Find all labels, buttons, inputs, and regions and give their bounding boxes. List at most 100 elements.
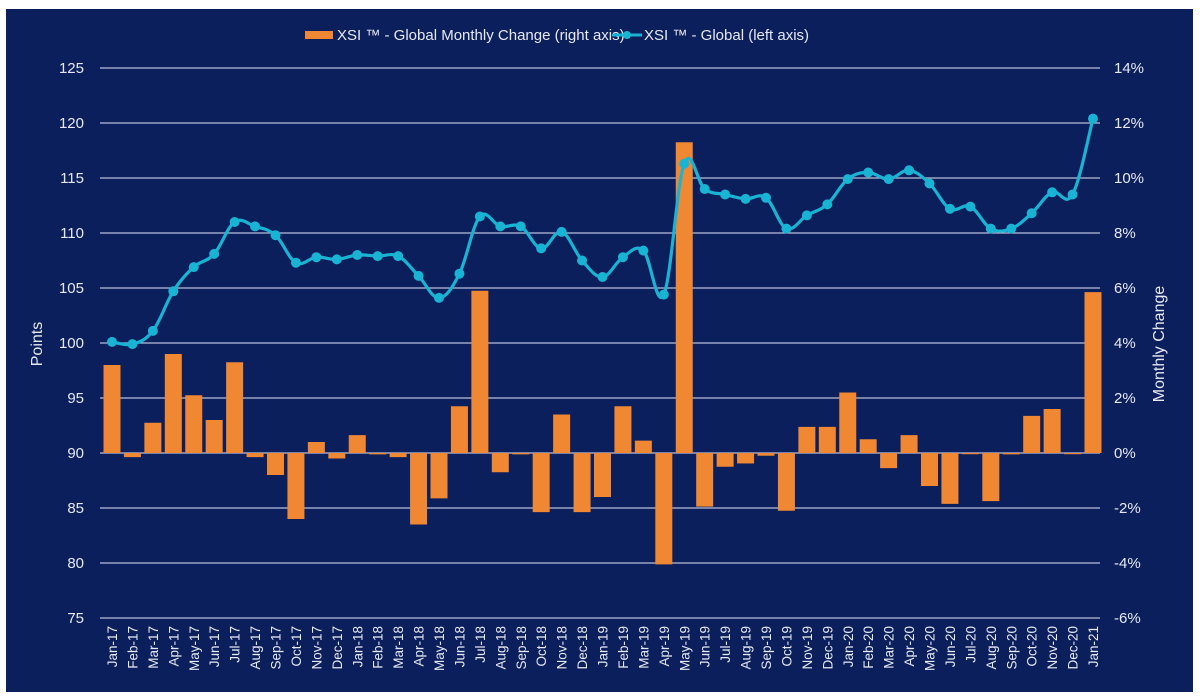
line-point <box>250 221 261 232</box>
bar <box>900 435 918 453</box>
line-point <box>107 336 117 347</box>
x-tick-label: Mar-20 <box>882 626 897 669</box>
bar-series <box>103 142 1102 565</box>
x-tick-label: Oct-17 <box>289 626 304 667</box>
x-tick-label: Jun-19 <box>698 626 713 667</box>
line-point <box>393 251 404 262</box>
line-point <box>638 245 649 256</box>
x-tick-label: Sep-18 <box>514 626 529 670</box>
bar <box>267 453 284 475</box>
line-point <box>290 257 301 268</box>
right-tick-label: 0% <box>1114 445 1136 462</box>
bar <box>573 453 591 513</box>
bar <box>777 453 795 511</box>
line-point <box>985 223 996 234</box>
x-tick-label: Apr-17 <box>166 626 181 667</box>
x-tick-label: Feb-18 <box>371 626 386 669</box>
right-tick-label: 6% <box>1114 280 1136 297</box>
line-point <box>883 174 894 185</box>
line-point <box>352 250 363 260</box>
bar <box>246 453 264 458</box>
x-tick-label: Nov-19 <box>800 626 815 670</box>
bar <box>798 426 816 453</box>
x-tick-label: Sep-20 <box>1004 626 1019 670</box>
x-tick-label: May-20 <box>923 626 938 671</box>
bar <box>532 453 550 513</box>
x-tick-label: Jun-18 <box>452 626 467 667</box>
x-tick-label: Feb-19 <box>616 626 631 669</box>
line-point <box>147 325 158 336</box>
bar <box>880 453 898 469</box>
line-point <box>904 165 915 176</box>
bar <box>164 354 182 453</box>
left-tick-label: 125 <box>59 60 84 77</box>
bar <box>348 435 366 453</box>
x-tick-label: Apr-18 <box>412 626 427 667</box>
right-tick-label: 12% <box>1114 115 1144 132</box>
x-tick-label: Jul-18 <box>473 626 488 663</box>
bar <box>389 453 407 458</box>
line-point <box>740 193 751 204</box>
x-tick-label: Sep-19 <box>759 626 774 670</box>
bar <box>982 453 1000 502</box>
x-tick-label: Nov-17 <box>309 626 324 670</box>
x-tick-label: Aug-19 <box>739 626 754 670</box>
bar <box>1002 453 1020 455</box>
line-point <box>1067 189 1078 200</box>
x-tick-label: Jan-18 <box>350 626 365 667</box>
line-point <box>658 289 669 300</box>
right-axis-title: Monthly Change <box>1151 286 1168 403</box>
bar <box>287 453 305 519</box>
bar <box>185 395 203 453</box>
line-point <box>801 210 812 221</box>
bar <box>675 142 693 453</box>
line-point <box>209 248 220 259</box>
line-path <box>111 118 1095 347</box>
bar <box>716 453 734 467</box>
x-tick-label: Apr-20 <box>902 626 917 667</box>
line-point <box>454 268 465 279</box>
left-tick-label: 75 <box>67 610 84 627</box>
right-axis-ticks: -6% -4% -2% 0% 2% 4% 6% 8% 10% 12% 14% <box>1114 60 1144 627</box>
bar <box>553 414 571 453</box>
left-tick-label: 90 <box>67 445 84 462</box>
x-tick-label: Apr-19 <box>657 626 672 667</box>
x-tick-label: Aug-20 <box>984 626 999 670</box>
chart-panel: 75 80 85 90 95 100 105 110 115 120 125 -6% -4% -2% 0%… <box>6 9 1193 692</box>
bar <box>491 453 509 473</box>
line-point <box>781 223 792 234</box>
line-point <box>1006 223 1017 234</box>
x-tick-label: Jun-17 <box>207 626 222 667</box>
bar <box>123 453 141 458</box>
line-point <box>515 221 526 232</box>
line-point <box>679 158 690 169</box>
left-tick-label: 110 <box>60 225 84 242</box>
x-tick-label: Feb-20 <box>861 626 876 669</box>
line-point <box>965 201 976 212</box>
x-axis-ticks: Jan-17 Feb-17 Mar-17 Apr-17 May-17 Jun-17 Jul-… <box>105 626 1101 671</box>
left-axis-ticks: 75 80 85 90 95 100 105 110 115 120 125 <box>59 60 84 627</box>
right-tick-label: -4% <box>1114 555 1141 572</box>
bar <box>144 422 162 453</box>
line-point <box>944 203 955 214</box>
left-axis-title: Points <box>29 322 46 366</box>
x-tick-label: Mar-17 <box>146 626 161 669</box>
x-tick-label: Dec-20 <box>1066 626 1081 670</box>
line-point <box>556 226 567 237</box>
bar <box>839 392 857 453</box>
bar <box>1064 453 1082 455</box>
x-tick-label: Jan-19 <box>596 626 611 667</box>
line-point <box>720 189 731 200</box>
line-point <box>372 251 383 262</box>
line-point <box>577 255 588 266</box>
bar <box>450 406 468 453</box>
bar <box>859 439 877 453</box>
line-point <box>413 270 424 281</box>
right-tick-label: -6% <box>1114 610 1141 627</box>
line-point <box>311 252 322 263</box>
bar <box>634 440 652 453</box>
x-tick-label: Aug-18 <box>493 626 508 670</box>
line-point <box>495 221 506 232</box>
x-tick-label: Nov-18 <box>555 626 570 670</box>
bar <box>1084 292 1102 453</box>
